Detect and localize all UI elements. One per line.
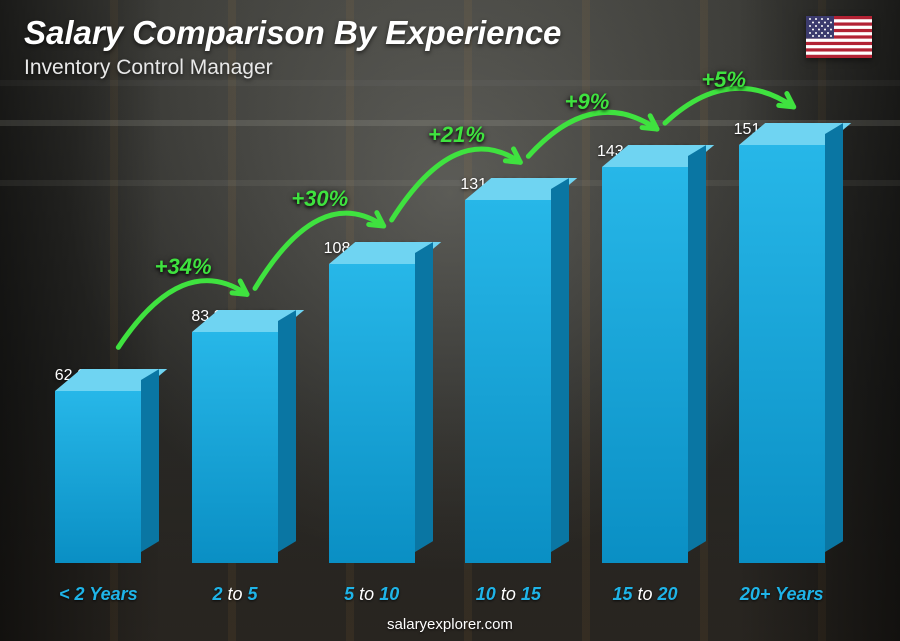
x-category: 10 to 15 — [440, 584, 577, 605]
growth-arrow-icon — [30, 120, 850, 563]
chart-title: Salary Comparison By Experience — [24, 14, 876, 52]
pct-increase-label: +34% — [155, 254, 212, 280]
x-category: 15 to 20 — [577, 584, 714, 605]
header: Salary Comparison By Experience Inventor… — [24, 14, 876, 80]
pct-increase-label: +21% — [428, 122, 485, 148]
growth-arrow-icon — [30, 120, 850, 563]
pct-increase-label: +30% — [291, 186, 348, 212]
x-axis: < 2 Years2 to 55 to 1010 to 1515 to 2020… — [30, 584, 850, 605]
x-category: 2 to 5 — [167, 584, 304, 605]
growth-arrow-icon — [30, 120, 850, 563]
x-category: 20+ Years — [713, 584, 850, 605]
growth-arrow-icon — [30, 120, 850, 563]
growth-arrow-icon — [30, 120, 850, 563]
pct-increase-label: +5% — [701, 67, 746, 93]
x-category: 5 to 10 — [303, 584, 440, 605]
x-category: < 2 Years — [30, 584, 167, 605]
bar-chart: 62,000 USD83,300 USD108,000 USD131,000 U… — [30, 120, 850, 563]
pct-overlay: +34%+30%+21%+9%+5% — [30, 120, 850, 563]
us-flag-icon — [806, 16, 872, 58]
pct-increase-label: +9% — [565, 89, 610, 115]
footer-source: salaryexplorer.com — [0, 616, 900, 633]
chart-subtitle: Inventory Control Manager — [24, 56, 876, 80]
